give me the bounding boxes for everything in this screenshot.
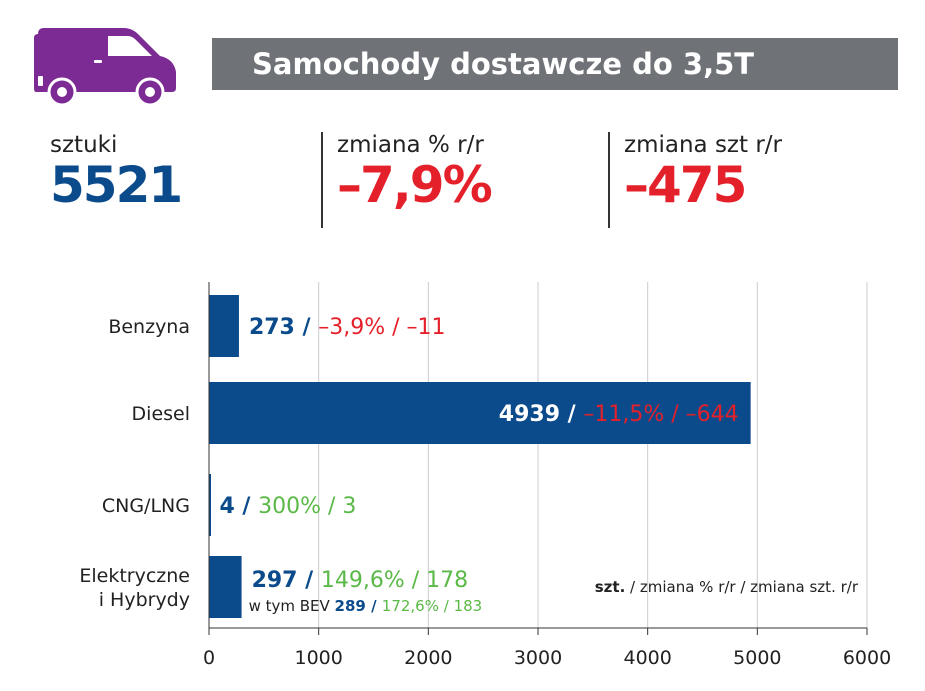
kpi-units: sztuki 5521: [50, 132, 183, 214]
bev-sub-label: w tym BEV 289 / 172,6% / 183: [249, 597, 483, 615]
kpi-change-units-label: zmiana szt r/r: [624, 132, 782, 158]
data-label: 297 / 149,6% / 178: [252, 568, 469, 593]
data-label: 273 / –3,9% / –11: [249, 315, 446, 340]
kpi-divider: [321, 132, 323, 228]
kpi-divider: [608, 132, 610, 228]
kpi-change-pct-label: zmiana % r/r: [337, 132, 484, 158]
kpi-change-pct: zmiana % r/r –7,9%: [337, 132, 493, 214]
x-tick-label: 0: [203, 647, 215, 669]
data-label: 4 / 300% / 3: [219, 494, 356, 519]
x-tick-label: 5000: [733, 647, 781, 669]
bar: [209, 556, 242, 618]
bar: [209, 474, 211, 536]
category-label: Elektryczne: [79, 565, 190, 587]
kpi-change-units: zmiana szt r/r –475: [624, 132, 782, 214]
x-tick-label: 6000: [843, 647, 891, 669]
category-label: Diesel: [132, 403, 190, 425]
kpi-units-value: 5521: [50, 156, 183, 214]
legend: szt. / zmiana % r/r / zmiana szt. r/r: [595, 578, 859, 596]
x-tick-label: 3000: [514, 647, 562, 669]
category-label: Benzyna: [108, 316, 190, 338]
data-label: 4939 / –11,5% / –644: [499, 402, 739, 427]
kpi-change-units-value: –475: [624, 156, 747, 214]
x-tick-label: 2000: [404, 647, 452, 669]
kpi-units-label: sztuki: [50, 132, 118, 158]
page-title: Samochody dostawcze do 3,5T: [252, 47, 755, 81]
x-tick-label: 1000: [294, 647, 342, 669]
van-icon: [32, 26, 182, 107]
category-label: i Hybrydy: [99, 589, 190, 611]
title-bar: Samochody dostawcze do 3,5T: [212, 38, 898, 90]
bar: [209, 382, 751, 444]
category-label: CNG/LNG: [102, 495, 190, 517]
x-tick-label: 4000: [623, 647, 671, 669]
kpi-change-pct-value: –7,9%: [337, 156, 493, 214]
bar: [209, 295, 239, 357]
